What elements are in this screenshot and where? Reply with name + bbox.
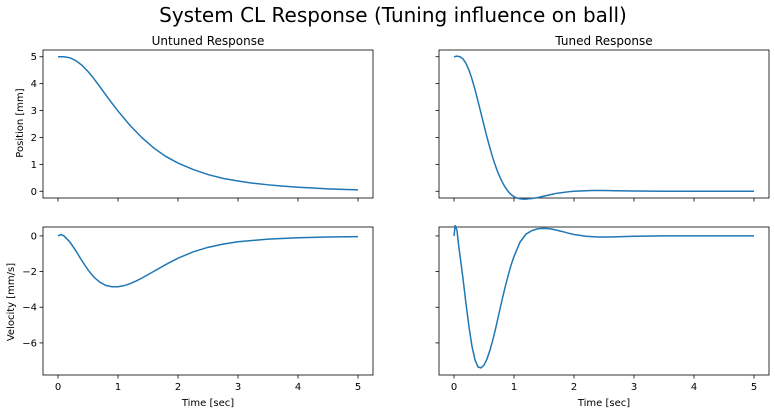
x-tick-label: 0 <box>55 382 61 393</box>
axes-frame <box>42 49 374 199</box>
y-tick-label: 1 <box>31 160 37 171</box>
ylabel-velocity: Velocity [mm/s] <box>6 263 17 341</box>
y-tick-label: 4 <box>31 79 37 90</box>
velocity-line-untuned <box>57 233 359 288</box>
x-tick-label: 5 <box>355 382 361 393</box>
axes-frame <box>438 226 770 376</box>
y-tick-label: −4 <box>22 303 37 314</box>
y-tick-label: −6 <box>22 338 37 349</box>
x-tick-label: 4 <box>691 382 697 393</box>
position-line-untuned <box>58 55 359 191</box>
figure-suptitle: System CL Response (Tuning influence on … <box>159 3 627 27</box>
subplot-untuned-position: Untuned Response Position [mm] 0 1 2 3 4 5 <box>15 34 374 202</box>
x-tick-label: 0 <box>451 382 457 393</box>
y-tick-label: 5 <box>31 52 37 63</box>
xlabel-time-right: Time [sec] <box>577 398 630 409</box>
y-tick-label: 2 <box>31 133 37 144</box>
y-tick-label: 3 <box>31 106 37 117</box>
position-line-tuned <box>453 55 754 200</box>
xlabel-time-left: Time [sec] <box>181 398 234 409</box>
x-tick-label: 2 <box>571 382 577 393</box>
y-tick-label: −2 <box>22 267 37 278</box>
x-tick-label: 1 <box>511 382 517 393</box>
subplot-untuned-velocity: Velocity [mm/s] Time [sec] 0 1 2 3 4 5 0 −2 −4 −… <box>6 226 374 409</box>
axes-frame <box>42 226 374 376</box>
subplot-tuned-velocity: Time [sec] 0 1 2 3 4 5 <box>435 224 770 409</box>
velocity-line-tuned <box>453 224 754 369</box>
subplot-title-tuned: Tuned Response <box>554 34 652 48</box>
x-tick-label: 5 <box>751 382 757 393</box>
x-tick-label: 1 <box>115 382 121 393</box>
y-tick-label: 0 <box>31 231 37 242</box>
subplot-title-untuned: Untuned Response <box>152 34 265 48</box>
x-tick-label: 4 <box>295 382 301 393</box>
x-tick-label: 3 <box>631 382 637 393</box>
subplot-tuned-position: Tuned Response <box>435 34 770 202</box>
y-tick-label: 0 <box>31 187 37 198</box>
x-tick-label: 3 <box>235 382 241 393</box>
x-tick-label: 2 <box>175 382 181 393</box>
axes-frame <box>438 49 770 199</box>
ylabel-position: Position [mm] <box>15 88 26 157</box>
